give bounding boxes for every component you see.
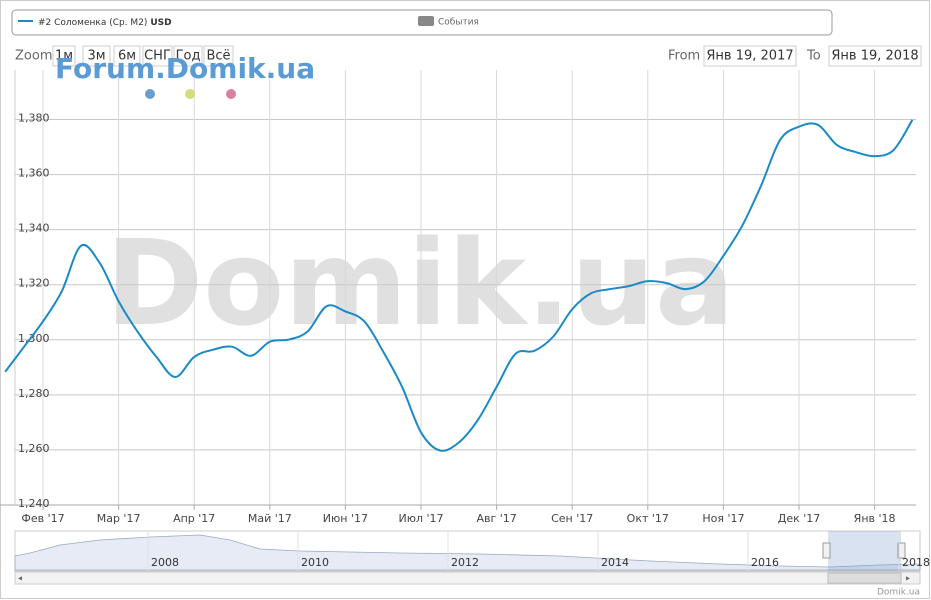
scrollbar[interactable] bbox=[14, 571, 921, 585]
x-tick-label: Дек '17 bbox=[778, 512, 821, 525]
logo-dot bbox=[226, 89, 236, 99]
y-tick-label: 1,240 bbox=[18, 497, 50, 510]
zoom-label: Zoom bbox=[15, 49, 52, 64]
series-unit: USD bbox=[150, 18, 171, 28]
from-date: Янв 19, 2017 bbox=[706, 49, 793, 64]
series-line bbox=[4, 119, 914, 452]
scrollbar-thumb[interactable] bbox=[827, 572, 902, 584]
zoom-button[interactable] bbox=[173, 45, 203, 67]
y-tick-label: 1,360 bbox=[18, 167, 50, 180]
zoom-button[interactable] bbox=[142, 45, 173, 67]
watermark: Domik.ua bbox=[105, 214, 734, 352]
y-tick-label: 1,260 bbox=[18, 442, 50, 455]
zoom-button-label: 3м bbox=[87, 49, 105, 64]
navigator-handle[interactable] bbox=[897, 542, 906, 559]
credits: Domik.ua bbox=[877, 588, 920, 598]
logo-dot bbox=[145, 89, 155, 99]
x-tick-label: Мар '17 bbox=[97, 512, 141, 525]
forum-logo: Forum.Domik.ua bbox=[55, 52, 315, 85]
navigator-label: 2012 bbox=[451, 556, 479, 569]
from-label: From bbox=[668, 49, 700, 64]
navigator-label: 2010 bbox=[301, 556, 329, 569]
y-tick-label: 1,320 bbox=[18, 277, 50, 290]
scroll-left[interactable]: ◂ bbox=[18, 574, 22, 583]
x-tick-label: Июл '17 bbox=[398, 512, 443, 525]
navigator-series bbox=[14, 534, 921, 571]
zoom-button-label: Год bbox=[176, 49, 201, 64]
y-tick-label: 1,340 bbox=[18, 222, 50, 235]
to-date: Янв 19, 2018 bbox=[831, 49, 918, 64]
zoom-button-label: Всё bbox=[206, 49, 230, 64]
legend-item[interactable]: #2 Соломенка (Ср. М2) USD bbox=[38, 18, 172, 28]
from-input[interactable] bbox=[703, 45, 797, 67]
navigator-label: 2014 bbox=[601, 556, 629, 569]
x-tick-label: Фев '17 bbox=[21, 512, 64, 525]
y-tick-label: 1,380 bbox=[18, 112, 50, 125]
x-tick-label: Ноя '17 bbox=[702, 512, 744, 525]
x-tick-label: Сен '17 bbox=[551, 512, 593, 525]
x-tick-label: Апр '17 bbox=[173, 512, 215, 525]
navigator-label: 2008 bbox=[151, 556, 179, 569]
y-tick-label: 1,280 bbox=[18, 387, 50, 400]
logo-dot bbox=[185, 89, 195, 99]
navigator-label: 2018 bbox=[902, 556, 930, 569]
zoom-button[interactable] bbox=[52, 45, 76, 67]
y-tick-label: 1,300 bbox=[18, 332, 50, 345]
legend-symbol bbox=[418, 16, 434, 26]
series-name: #2 Соломенка (Ср. М2) bbox=[38, 18, 147, 28]
zoom-button-label: 1м bbox=[55, 49, 73, 64]
x-tick-label: Янв '18 bbox=[854, 512, 896, 525]
navigator-label: 2016 bbox=[751, 556, 779, 569]
x-tick-label: Июн '17 bbox=[323, 512, 368, 525]
to-label: To bbox=[806, 49, 821, 64]
x-tick-label: Авг '17 bbox=[476, 512, 516, 525]
x-tick-label: Май '17 bbox=[248, 512, 292, 525]
zoom-button-label: СНГ bbox=[144, 49, 171, 64]
scroll-right[interactable]: ▸ bbox=[906, 574, 910, 583]
to-input[interactable] bbox=[828, 45, 922, 67]
zoom-button-label: 6м bbox=[118, 49, 136, 64]
zoom-button[interactable] bbox=[113, 45, 141, 67]
x-tick-label: Окт '17 bbox=[627, 512, 669, 525]
navigator-handle[interactable] bbox=[822, 542, 831, 559]
zoom-button[interactable] bbox=[82, 45, 111, 67]
legend-item[interactable]: События bbox=[438, 18, 479, 28]
zoom-button[interactable] bbox=[203, 45, 234, 67]
navigator-selection[interactable] bbox=[828, 531, 901, 571]
